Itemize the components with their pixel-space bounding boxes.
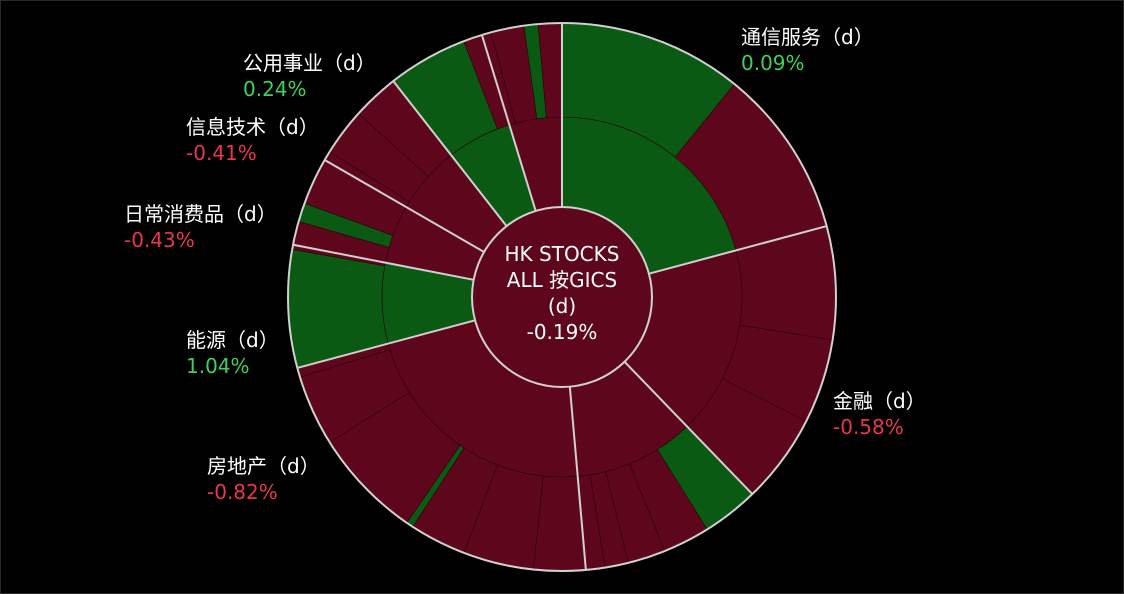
sector-divider-7	[324, 159, 485, 253]
sector-divider-8	[392, 80, 508, 227]
center-label[interactable]: HK STOCKS ALL 按GICS (d) -0.19%	[462, 241, 662, 345]
sector-name: 金融（d）	[833, 389, 926, 413]
sector-change: -0.41%	[186, 141, 257, 165]
sector-label-energy[interactable]: 能源（d） 1.04%	[186, 327, 279, 379]
sector-divider-6	[292, 243, 474, 281]
center-title-line3: (d)	[547, 294, 577, 318]
sector-name: 房地产（d）	[207, 454, 320, 478]
sector-label-financials[interactable]: 金融（d） -0.58%	[833, 388, 926, 440]
sector-divider-2	[648, 225, 827, 275]
sector-change: -0.82%	[207, 480, 278, 504]
sector-divider-3	[623, 361, 754, 495]
sector-label-communication[interactable]: 通信服务（d） 0.09%	[741, 24, 874, 76]
sector-name: 公用事业（d）	[243, 51, 376, 75]
center-title-line2: ALL 按GICS	[506, 268, 618, 292]
sector-label-information-technology[interactable]: 信息技术（d） -0.41%	[186, 114, 319, 166]
center-change: -0.19%	[526, 320, 598, 344]
center-title-line1: HK STOCKS	[504, 242, 620, 266]
sector-change: -0.58%	[833, 415, 904, 439]
center-circle[interactable]	[471, 206, 653, 388]
sector-label-consumer-staples[interactable]: 日常消费品（d） -0.43%	[124, 201, 277, 253]
sector-name: 日常消费品（d）	[124, 202, 277, 226]
sector-name: 能源（d）	[186, 328, 279, 352]
sector-divider-5	[297, 319, 476, 369]
sector-change: 0.24%	[243, 77, 307, 101]
sector-change: -0.43%	[124, 228, 195, 252]
sector-label-real-estate[interactable]: 房地产（d） -0.82%	[207, 453, 320, 505]
sector-ring	[381, 116, 743, 478]
sector-name: 信息技术（d）	[186, 115, 319, 139]
outer-border	[287, 22, 837, 572]
sector-change: 1.04%	[186, 354, 250, 378]
sector-divider-9	[480, 34, 537, 212]
sector-change: 0.09%	[741, 51, 805, 75]
sector-name: 通信服务（d）	[741, 25, 874, 49]
sector-divider-4	[568, 386, 587, 571]
sector-label-utilities[interactable]: 公用事业（d） 0.24%	[243, 50, 376, 102]
